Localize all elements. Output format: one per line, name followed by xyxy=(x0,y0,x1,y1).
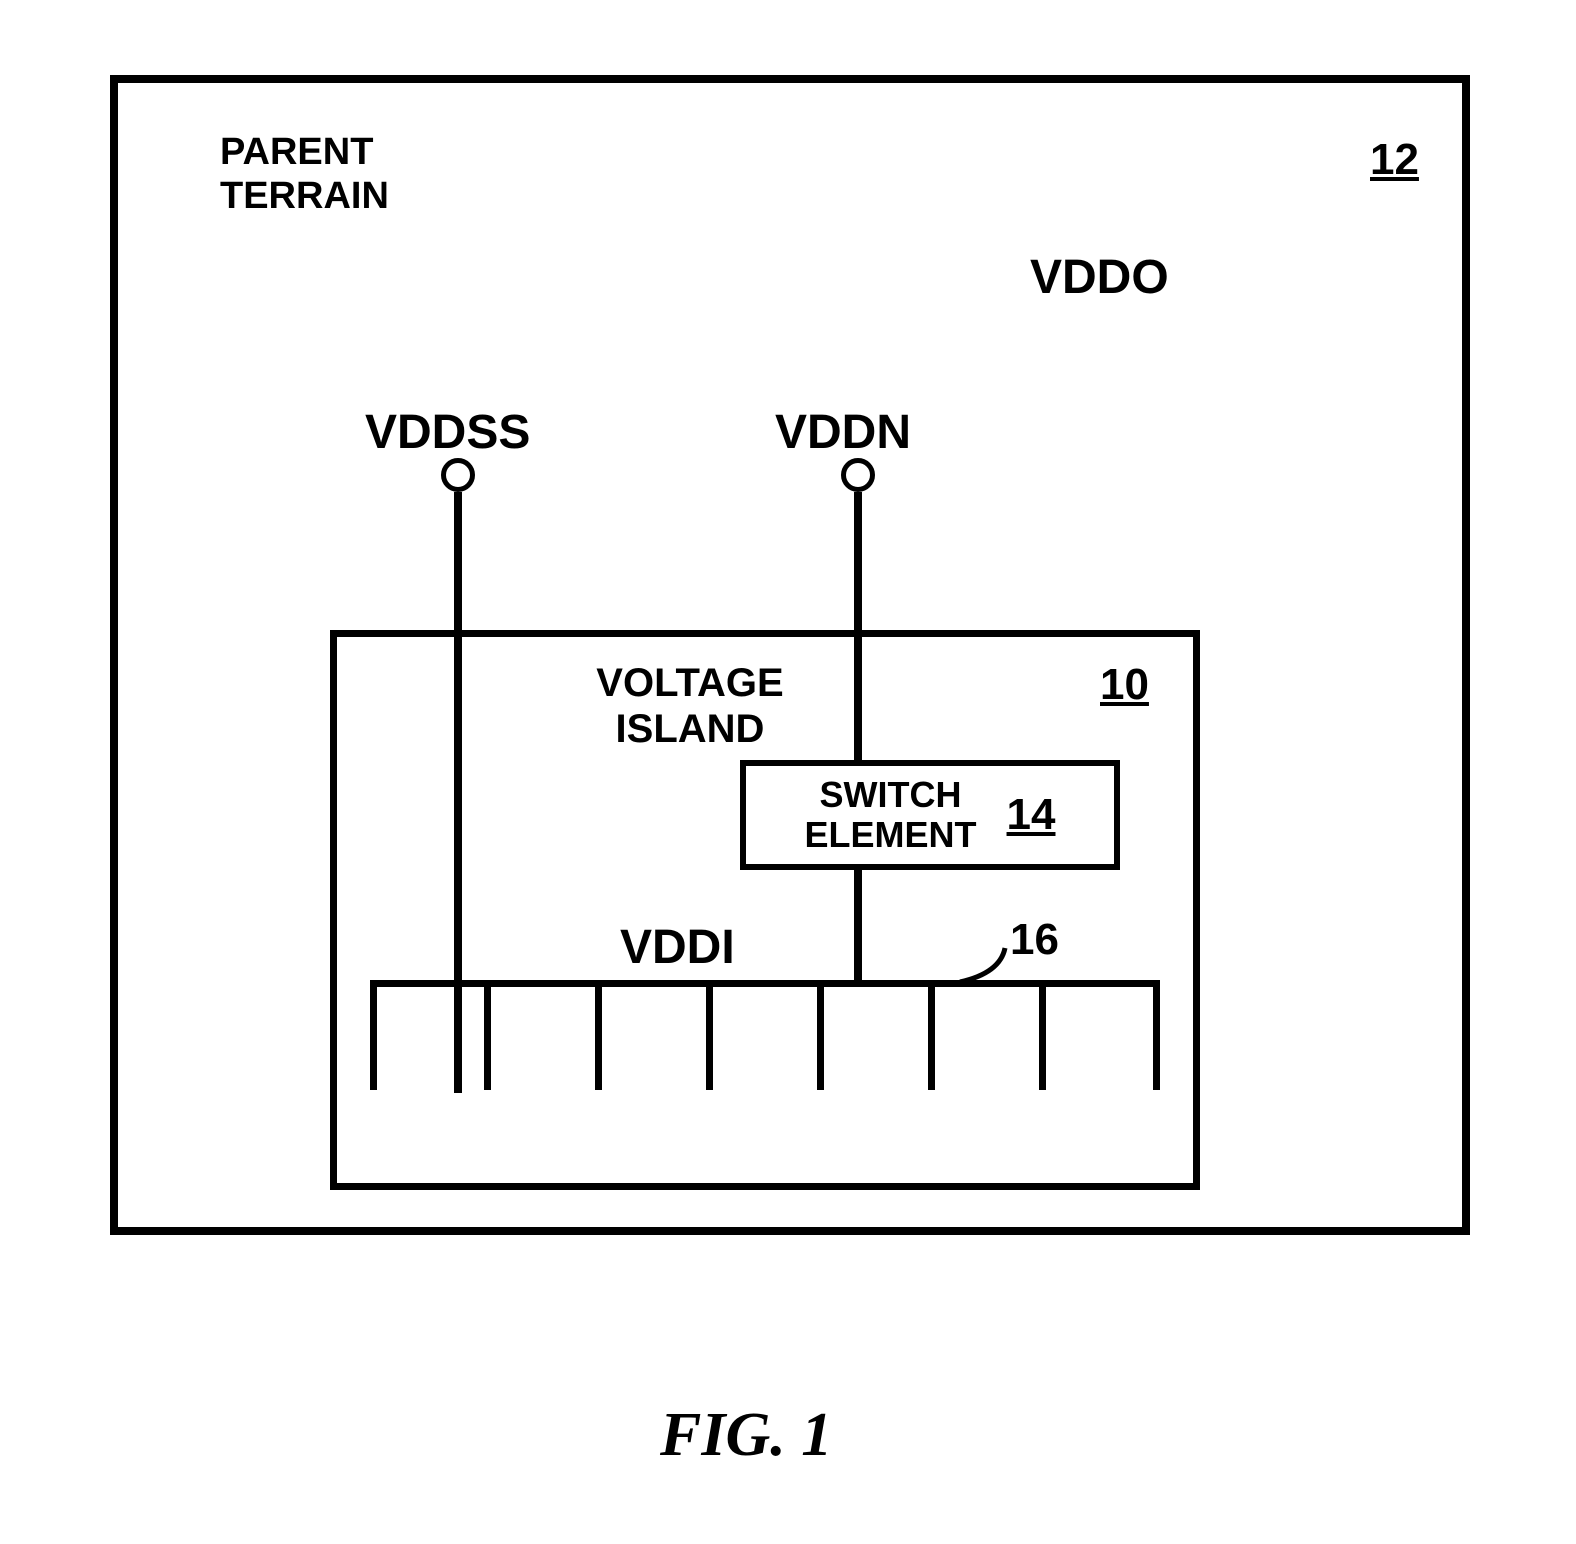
leader-line-16 xyxy=(950,938,1015,992)
vddn-label: VDDN xyxy=(775,405,911,460)
grid-divider xyxy=(928,987,935,1090)
grid-divider xyxy=(817,987,824,1090)
grid-divider xyxy=(706,987,713,1090)
vddss-label: VDDSS xyxy=(365,405,530,460)
ref-12: 12 xyxy=(1370,135,1419,185)
vddn-wire-top xyxy=(854,492,862,760)
grid-divider xyxy=(595,987,602,1090)
grid-divider xyxy=(484,987,491,1090)
vddss-node xyxy=(441,458,475,492)
vddi-label: VDDI xyxy=(620,920,735,975)
vddn-wire-bot xyxy=(854,870,862,983)
ref-16: 16 xyxy=(1010,915,1059,965)
ref-10: 10 xyxy=(1100,660,1149,710)
power-rail-grid xyxy=(370,980,1160,1090)
ref-14: 14 xyxy=(1007,790,1056,840)
figure-caption: FIG. 1 xyxy=(660,1400,832,1471)
switch-element-label: SWITCH ELEMENT xyxy=(805,775,977,855)
parent-terrain-label: PARENT TERRAIN xyxy=(220,130,389,218)
vddn-node xyxy=(841,458,875,492)
switch-element-box: SWITCH ELEMENT 14 xyxy=(740,760,1120,870)
grid-divider xyxy=(1039,987,1046,1090)
voltage-island-label: VOLTAGE ISLAND xyxy=(596,660,783,752)
vddo-label: VDDO xyxy=(1030,250,1169,305)
diagram-canvas: PARENT TERRAIN 12 VDDO VDDSS VDDN VOLTAG… xyxy=(0,0,1576,1544)
